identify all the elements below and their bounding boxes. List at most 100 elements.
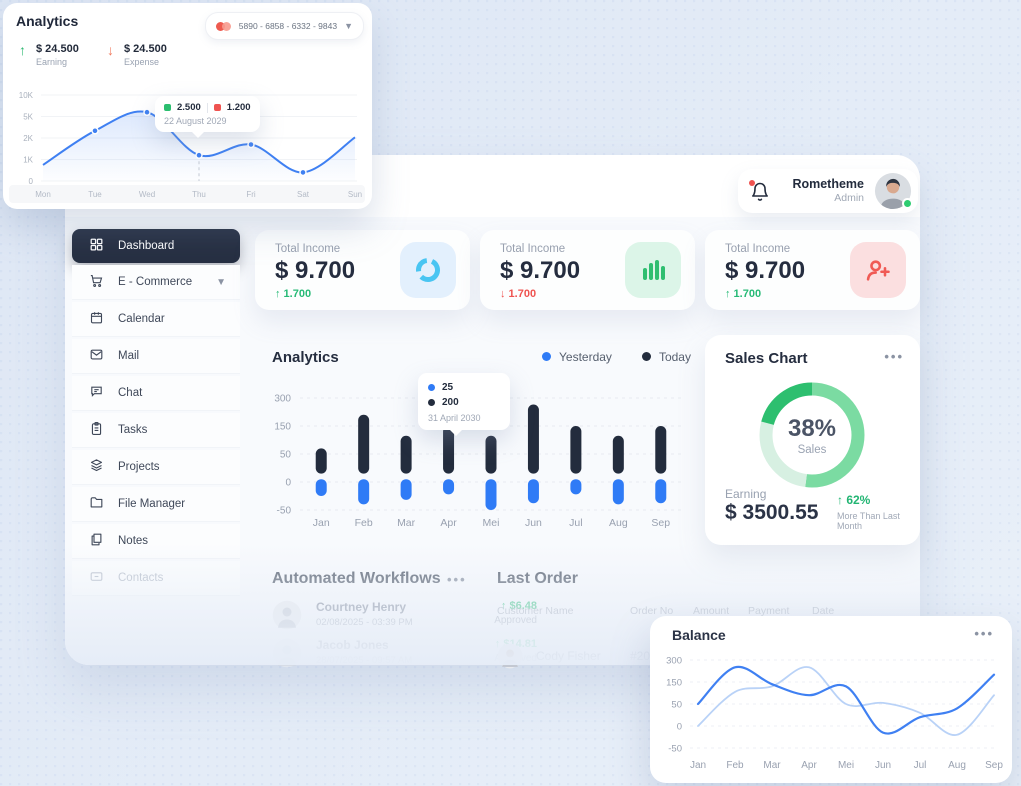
svg-text:Mei: Mei [483, 517, 500, 529]
sales-percent: 38% [787, 414, 837, 442]
sidebar-item-label: Tasks [118, 424, 148, 436]
notification-badge [749, 180, 755, 186]
line-chart-tooltip: 2.500 1.200 22 August 2029 [155, 96, 260, 138]
layers-icon [89, 458, 104, 476]
dashboard-grid-icon [89, 237, 104, 255]
earning-label: Earning [725, 487, 767, 501]
sidebar-item-notes[interactable]: Notes [72, 524, 240, 559]
sidebar-item-contacts[interactable]: Contacts [72, 561, 240, 596]
svg-text:2K: 2K [23, 134, 33, 143]
sidebar-item-label: Projects [118, 461, 160, 473]
svg-text:50: 50 [671, 700, 682, 711]
svg-text:1K: 1K [23, 156, 33, 165]
expense-stat: ↓ $ 24.500 Expense [107, 43, 167, 67]
tooltip-value-yesterday: 25 [442, 382, 454, 393]
sidebar-item-calendar[interactable]: Calendar [72, 302, 240, 337]
svg-text:Jul: Jul [914, 760, 927, 771]
tooltip-divider [206, 102, 208, 113]
sidebar-item-chat[interactable]: Chat [72, 376, 240, 411]
svg-text:150: 150 [274, 422, 291, 433]
tooltip-earning-swatch [164, 104, 171, 111]
sales-chart-title: Sales Chart [725, 350, 808, 367]
sidebar-item-label: Dashboard [118, 240, 175, 252]
tooltip-earning-value: 2.500 [177, 102, 201, 113]
up-arrow-icon: ↑ [19, 42, 26, 58]
stat-value: $ 9.700 [725, 257, 806, 284]
balance-menu-button[interactable]: ••• [974, 626, 994, 641]
balance-line-chart[interactable]: -50 0 50 150 300 Jan Feb Mar Apr Mei Jun Jul Aug Sep [656, 648, 1006, 778]
svg-text:Jan: Jan [690, 760, 706, 771]
analytics-bar-chart[interactable]: -50 0 50 150 300 Jan Feb Mar Apr Mei Jun Jul Aug Sep [262, 382, 692, 532]
donut-center-label: 38% Sales [752, 375, 872, 495]
notes-icon [89, 532, 104, 550]
customer-avatar [497, 643, 523, 669]
sidebar-item-tasks[interactable]: Tasks [72, 413, 240, 448]
stat-label: Expense [124, 57, 160, 67]
svg-text:300: 300 [274, 394, 291, 405]
legend-label: Yesterday [559, 350, 612, 364]
bar-chart-tooltip: 25 200 31 April 2030 [418, 373, 510, 436]
stat-change: ↑ 1.700 [275, 288, 312, 300]
legend-yesterday[interactable]: Yesterday [542, 350, 612, 364]
svg-text:-50: -50 [277, 506, 292, 517]
svg-text:Sat: Sat [297, 190, 310, 199]
legend-label: Today [658, 350, 691, 364]
sidebar-item-dashboard[interactable]: Dashboard [72, 229, 240, 263]
card-number-dropdown[interactable]: 5890 - 6858 - 6332 - 9843 ▼ [204, 12, 364, 40]
svg-text:0: 0 [677, 722, 682, 733]
stat-card-total-income-2: Total Income $ 9.700 ↓ 1.700 [480, 230, 695, 310]
legend-dot-today [641, 352, 651, 361]
stat-card-total-income-3: Total Income $ 9.700 ↑ 1.700 [705, 230, 920, 310]
earning-stat: ↑ $ 24.500 Earning [19, 43, 79, 67]
svg-text:300: 300 [666, 656, 682, 667]
sidebar-item-label: Notes [118, 535, 149, 547]
workflows-menu-button[interactable]: ••• [447, 572, 467, 587]
card-dots-icon [215, 21, 232, 31]
sidebar-item-label: Contacts [118, 572, 164, 584]
stat-card-total-income-1: Total Income $ 9.700 ↑ 1.700 [255, 230, 470, 310]
svg-text:Jul: Jul [569, 517, 582, 529]
svg-text:Aug: Aug [948, 760, 966, 771]
stat-value: $ 24.500 [36, 43, 79, 55]
sidebar-item-label: E - Commerce [118, 276, 193, 288]
notification-bell-icon[interactable] [749, 180, 770, 202]
svg-text:Thu: Thu [192, 190, 206, 199]
tooltip-expense-value: 1.200 [226, 102, 251, 113]
sidebar-item-label: File Manager [118, 498, 186, 510]
legend-today[interactable]: Today [641, 350, 691, 364]
sidebar-nav: Dashboard E - Commerce ▼ Calendar Mail C… [70, 227, 242, 598]
balance-title: Balance [672, 627, 726, 643]
stat-value: $ 9.700 [500, 257, 581, 284]
workflow-name: Jacob Jones [316, 638, 389, 652]
profile-pill[interactable]: Rometheme Admin [738, 169, 918, 213]
sales-chart-menu-button[interactable]: ••• [884, 349, 904, 364]
donut-ring-icon [400, 242, 456, 298]
stat-title: Total Income [500, 243, 566, 255]
user-add-icon [850, 242, 906, 298]
sidebar-item-projects[interactable]: Projects [72, 450, 240, 485]
last-order-title: Last Order [497, 570, 578, 587]
sidebar-item-label: Chat [118, 387, 143, 399]
weekly-line-chart[interactable]: 0 1K 2K 5K 10K Mon Tue Wed Thu Fri Sat Sun [7, 85, 367, 205]
user-avatar[interactable] [874, 172, 913, 210]
sidebar-item-label: Calendar [118, 313, 165, 325]
svg-text:Mei: Mei [838, 760, 854, 771]
sidebar-item-mail[interactable]: Mail [72, 339, 240, 374]
sidebar-item-ecommerce[interactable]: E - Commerce ▼ [72, 265, 240, 300]
workflow-avatar [272, 638, 302, 668]
sales-donut-chart[interactable]: 38% Sales [752, 375, 872, 495]
svg-text:0: 0 [29, 177, 34, 186]
contacts-icon [89, 569, 104, 587]
tooltip-value-today: 200 [442, 397, 459, 408]
chevron-down-icon: ▼ [344, 21, 353, 31]
analytics-section-title: Analytics [272, 349, 339, 366]
dropdown-value: 5890 - 6858 - 6332 - 9843 [238, 21, 338, 31]
svg-text:Fri: Fri [246, 190, 256, 199]
balance-card: Balance ••• -50 0 50 150 300 Jan Feb Mar Apr Mei J… [650, 616, 1012, 783]
cart-icon [89, 273, 104, 291]
svg-text:Mar: Mar [397, 517, 416, 529]
svg-text:-50: -50 [668, 744, 682, 755]
sidebar-item-file-manager[interactable]: File Manager [72, 487, 240, 522]
svg-text:Jan: Jan [313, 517, 330, 529]
stat-value: $ 9.700 [275, 257, 356, 284]
